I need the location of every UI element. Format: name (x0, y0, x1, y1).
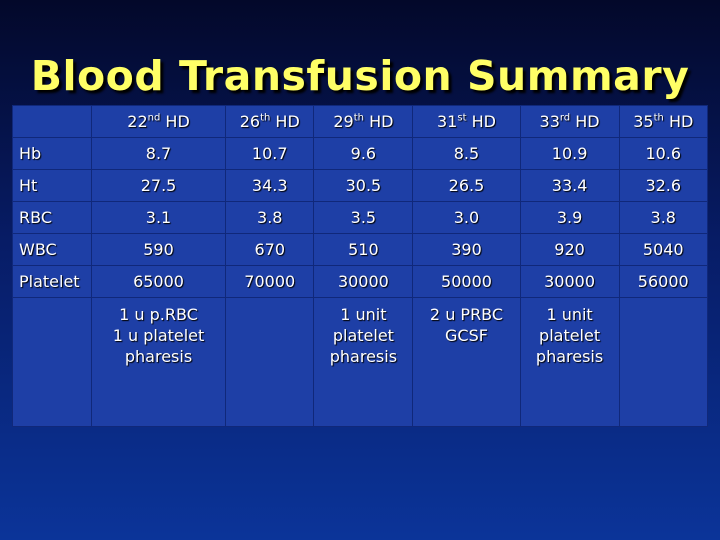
corner-cell (12, 297, 92, 427)
cell: 8.7 (90, 137, 227, 170)
ordinal: rd (559, 112, 571, 124)
ordinal: st (457, 112, 467, 124)
day-number: 26 (239, 112, 261, 131)
note-line: platelet (539, 326, 601, 345)
day-unit: HD (575, 112, 600, 131)
cell: 3.8 (618, 201, 709, 234)
note-cell: 1 unit platelet pharesis (519, 297, 620, 427)
day-number: 31 (437, 112, 458, 131)
ordinal: th (653, 112, 664, 124)
day-unit: HD (275, 112, 300, 131)
day-unit: HD (369, 112, 394, 131)
data-row: WBC 590 670 510 390 920 5040 (12, 233, 709, 266)
day-unit: HD (471, 112, 496, 131)
notes-row: 1 u p.RBC 1 u platelet pharesis 1 unit plate… (12, 297, 709, 427)
data-row: Hb 8.7 10.7 9.6 8.5 10.9 10.6 (12, 137, 709, 170)
cell: 3.8 (225, 201, 315, 234)
ordinal: th (260, 112, 271, 124)
note-line: GCSF (445, 326, 488, 345)
cell: 8.5 (412, 137, 521, 170)
cell: 34.3 (225, 169, 315, 202)
cell: 30.5 (313, 169, 414, 202)
cell: 56000 (618, 265, 709, 298)
cell: 9.6 (313, 137, 414, 170)
cell: 590 (90, 233, 227, 266)
data-row: RBC 3.1 3.8 3.5 3.0 3.9 3.8 (12, 201, 709, 234)
column-header: 31st HD (412, 105, 521, 138)
ordinal: nd (147, 112, 161, 124)
note-line: pharesis (124, 347, 193, 366)
note-cell: 1 u p.RBC 1 u platelet pharesis (90, 297, 227, 427)
note-line: platelet (332, 326, 394, 345)
cell: 920 (519, 233, 620, 266)
cell: 670 (225, 233, 315, 266)
cell: 70000 (225, 265, 315, 298)
cell: 510 (313, 233, 414, 266)
note-cell (225, 297, 315, 427)
note-line: pharesis (535, 347, 604, 366)
slide-title: Blood Transfusion Summary (30, 52, 690, 100)
cell: 3.5 (313, 201, 414, 234)
day-number: 33 (539, 112, 560, 131)
cell: 390 (412, 233, 521, 266)
note-line: 1 unit (546, 305, 593, 324)
cell: 10.7 (225, 137, 315, 170)
column-header: 35th HD (618, 105, 709, 138)
corner-cell (12, 105, 92, 138)
header-row: 22nd HD 26th HD 29th HD 31st HD 33rd HD 35th … (12, 105, 709, 138)
data-row: Ht 27.5 34.3 30.5 26.5 33.4 32.6 (12, 169, 709, 202)
row-label: Platelet (12, 265, 92, 298)
day-unit: HD (165, 112, 190, 131)
column-header: 29th HD (313, 105, 414, 138)
note-line: pharesis (329, 347, 398, 366)
day-unit: HD (668, 112, 694, 131)
note-line: 1 unit (340, 305, 387, 324)
cell: 10.6 (618, 137, 709, 170)
cell: 3.0 (412, 201, 521, 234)
cell: 10.9 (519, 137, 620, 170)
column-header: 26th HD (225, 105, 315, 138)
column-header: 22nd HD (90, 105, 227, 138)
note-line: 2 u PRBC (429, 305, 504, 324)
day-number: 35 (633, 112, 654, 131)
cell: 33.4 (519, 169, 620, 202)
note-cell: 2 u PRBC GCSF (412, 297, 521, 427)
summary-table: 22nd HD 26th HD 29th HD 31st HD 33rd HD 35th … (12, 105, 709, 427)
cell: 3.1 (90, 201, 227, 234)
cell: 5040 (618, 233, 709, 266)
cell: 32.6 (618, 169, 709, 202)
note-line: 1 u platelet (112, 326, 205, 345)
cell: 30000 (313, 265, 414, 298)
note-line: 1 u p.RBC (119, 305, 198, 324)
note-cell (618, 297, 709, 427)
column-header: 33rd HD (519, 105, 620, 138)
row-label: Hb (12, 137, 92, 170)
day-number: 22 (127, 112, 148, 131)
ordinal: th (353, 112, 364, 124)
cell: 3.9 (519, 201, 620, 234)
cell: 26.5 (412, 169, 521, 202)
note-cell: 1 unit platelet pharesis (313, 297, 414, 427)
cell: 50000 (412, 265, 521, 298)
cell: 27.5 (90, 169, 227, 202)
row-label: Ht (12, 169, 92, 202)
data-row: Platelet 65000 70000 30000 50000 30000 56000 (12, 265, 709, 298)
cell: 30000 (519, 265, 620, 298)
row-label: WBC (12, 233, 92, 266)
day-number: 29 (333, 112, 354, 131)
row-label: RBC (12, 201, 92, 234)
cell: 65000 (90, 265, 227, 298)
